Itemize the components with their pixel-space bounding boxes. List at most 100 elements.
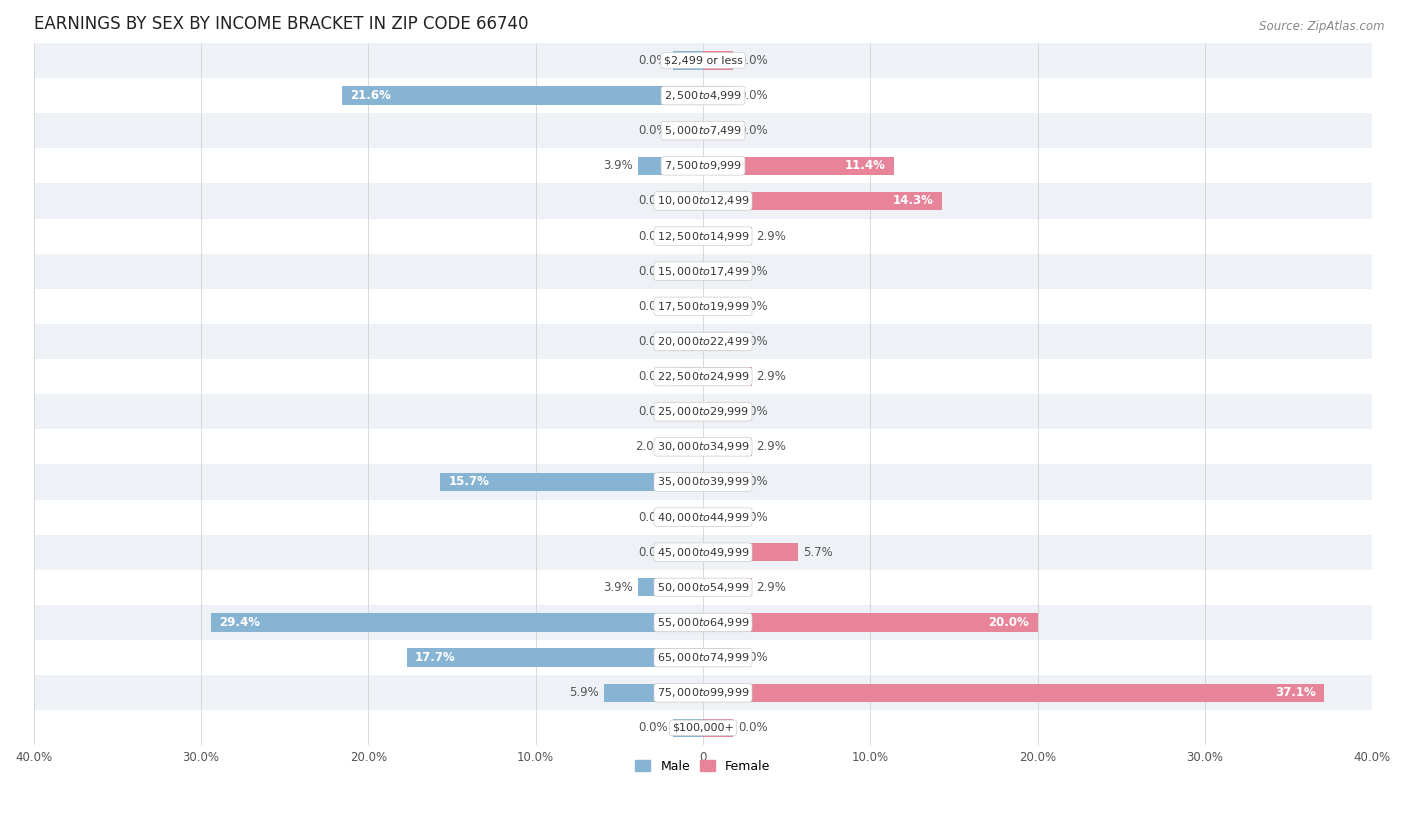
Text: 0.0%: 0.0% xyxy=(738,405,768,418)
Bar xyxy=(34,535,1372,570)
Bar xyxy=(703,262,733,280)
Text: $55,000 to $64,999: $55,000 to $64,999 xyxy=(657,616,749,629)
Bar xyxy=(34,148,1372,184)
Text: $30,000 to $34,999: $30,000 to $34,999 xyxy=(657,441,749,454)
Bar xyxy=(34,113,1372,148)
Text: 14.3%: 14.3% xyxy=(893,194,934,207)
Bar xyxy=(34,605,1372,640)
Bar xyxy=(342,86,703,105)
Text: 0.0%: 0.0% xyxy=(638,546,668,559)
Bar xyxy=(638,157,703,175)
Bar xyxy=(703,157,894,175)
Text: 0.0%: 0.0% xyxy=(638,265,668,278)
Text: 0.0%: 0.0% xyxy=(638,194,668,207)
Bar xyxy=(406,649,703,667)
Bar xyxy=(211,613,703,632)
Bar xyxy=(703,613,1038,632)
Bar xyxy=(34,570,1372,605)
Text: $2,500 to $4,999: $2,500 to $4,999 xyxy=(664,89,742,102)
Bar xyxy=(34,675,1372,711)
Legend: Male, Female: Male, Female xyxy=(630,754,776,778)
Text: $17,500 to $19,999: $17,500 to $19,999 xyxy=(657,300,749,313)
Bar xyxy=(440,473,703,491)
Text: $22,500 to $24,999: $22,500 to $24,999 xyxy=(657,370,749,383)
Bar xyxy=(34,464,1372,499)
Bar xyxy=(34,711,1372,746)
Text: 2.9%: 2.9% xyxy=(756,229,786,242)
Text: 0.0%: 0.0% xyxy=(738,335,768,348)
Bar xyxy=(605,684,703,702)
Bar xyxy=(34,499,1372,535)
Bar xyxy=(703,578,752,597)
Text: 17.7%: 17.7% xyxy=(415,651,456,664)
Text: $45,000 to $49,999: $45,000 to $49,999 xyxy=(657,546,749,559)
Text: $10,000 to $12,499: $10,000 to $12,499 xyxy=(657,194,749,207)
Text: 2.9%: 2.9% xyxy=(756,370,786,383)
Bar xyxy=(673,719,703,737)
Bar xyxy=(673,508,703,526)
Text: 0.0%: 0.0% xyxy=(738,300,768,313)
Bar xyxy=(34,640,1372,675)
Bar xyxy=(673,333,703,350)
Bar xyxy=(34,43,1372,78)
Text: $20,000 to $22,499: $20,000 to $22,499 xyxy=(657,335,749,348)
Text: 5.9%: 5.9% xyxy=(569,686,599,699)
Text: 2.9%: 2.9% xyxy=(756,441,786,454)
Bar xyxy=(34,324,1372,359)
Text: 0.0%: 0.0% xyxy=(638,54,668,67)
Bar xyxy=(703,298,733,315)
Bar xyxy=(34,78,1372,113)
Text: 0.0%: 0.0% xyxy=(738,124,768,137)
Text: 0.0%: 0.0% xyxy=(638,370,668,383)
Bar xyxy=(703,227,752,246)
Text: 0.0%: 0.0% xyxy=(638,300,668,313)
Bar xyxy=(34,289,1372,324)
Bar xyxy=(703,192,942,210)
Bar xyxy=(34,394,1372,429)
Text: $7,500 to $9,999: $7,500 to $9,999 xyxy=(664,159,742,172)
Bar xyxy=(34,359,1372,394)
Text: 11.4%: 11.4% xyxy=(845,159,886,172)
Text: EARNINGS BY SEX BY INCOME BRACKET IN ZIP CODE 66740: EARNINGS BY SEX BY INCOME BRACKET IN ZIP… xyxy=(34,15,529,33)
Text: $65,000 to $74,999: $65,000 to $74,999 xyxy=(657,651,749,664)
Bar xyxy=(34,429,1372,464)
Text: 20.0%: 20.0% xyxy=(988,616,1029,629)
Bar xyxy=(673,367,703,385)
Bar xyxy=(703,333,733,350)
Text: 0.0%: 0.0% xyxy=(738,511,768,524)
Bar xyxy=(703,122,733,140)
Bar xyxy=(673,298,703,315)
Text: 0.0%: 0.0% xyxy=(738,265,768,278)
Text: 0.0%: 0.0% xyxy=(738,54,768,67)
Bar xyxy=(703,719,733,737)
Text: 15.7%: 15.7% xyxy=(449,476,489,489)
Text: Source: ZipAtlas.com: Source: ZipAtlas.com xyxy=(1260,20,1385,33)
Bar xyxy=(703,649,733,667)
Bar xyxy=(703,402,733,421)
Bar xyxy=(34,219,1372,254)
Bar xyxy=(34,254,1372,289)
Text: 0.0%: 0.0% xyxy=(638,229,668,242)
Text: 37.1%: 37.1% xyxy=(1275,686,1316,699)
Text: $50,000 to $54,999: $50,000 to $54,999 xyxy=(657,580,749,593)
Text: 5.7%: 5.7% xyxy=(803,546,834,559)
Bar xyxy=(703,367,752,385)
Bar xyxy=(669,437,703,456)
Text: $40,000 to $44,999: $40,000 to $44,999 xyxy=(657,511,749,524)
Text: $35,000 to $39,999: $35,000 to $39,999 xyxy=(657,476,749,489)
Text: $25,000 to $29,999: $25,000 to $29,999 xyxy=(657,405,749,418)
Text: 0.0%: 0.0% xyxy=(738,721,768,734)
Bar xyxy=(673,402,703,421)
Bar xyxy=(673,51,703,70)
Text: $75,000 to $99,999: $75,000 to $99,999 xyxy=(657,686,749,699)
Bar xyxy=(703,437,752,456)
Text: 3.9%: 3.9% xyxy=(603,159,633,172)
Text: 3.9%: 3.9% xyxy=(603,580,633,593)
Bar xyxy=(703,86,733,105)
Text: 0.0%: 0.0% xyxy=(738,651,768,664)
Text: 0.0%: 0.0% xyxy=(638,335,668,348)
Text: $100,000+: $100,000+ xyxy=(672,723,734,733)
Bar xyxy=(638,578,703,597)
Text: 0.0%: 0.0% xyxy=(638,405,668,418)
Text: 0.0%: 0.0% xyxy=(738,476,768,489)
